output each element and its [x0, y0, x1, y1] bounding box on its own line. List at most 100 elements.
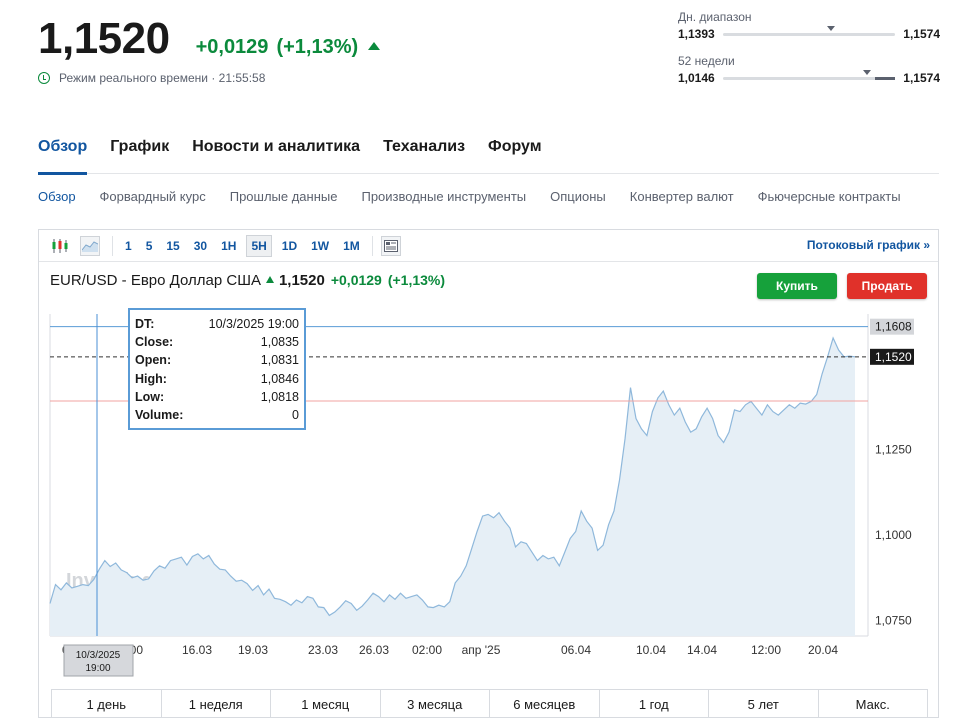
x-tick-label: 14.04: [687, 643, 717, 657]
streaming-chart-link[interactable]: Потоковый график »: [806, 238, 930, 252]
sub-tabs: Обзор Форвардный курс Прошлые данные Про…: [38, 189, 925, 204]
toolbar-divider: [112, 235, 113, 256]
price-chart[interactable]: Investing.com1,16081,15201,07501,10001,1…: [39, 230, 938, 689]
price-area: [50, 338, 855, 636]
price-line: [49, 336, 856, 617]
clock-icon: [38, 72, 50, 84]
crosshair-date-tag: [63, 644, 134, 677]
week52-range-high: 1,1574: [903, 71, 940, 85]
subtab-historical-data[interactable]: Прошлые данные: [229, 189, 338, 204]
main-tabs: Обзор График Новости и аналитика Теханал…: [38, 138, 939, 175]
candlestick-icon[interactable]: [50, 236, 70, 256]
price-change: +0,0129: [195, 36, 269, 58]
chart-quote: EUR/USD - Евро Доллар США 1,1520 +0,0129…: [50, 272, 445, 289]
period-1-month[interactable]: 1 месяц: [271, 690, 381, 718]
y-tick-label: 1,1000: [875, 528, 912, 542]
timeframe-1w[interactable]: 1W: [311, 238, 330, 253]
period-6-months[interactable]: 6 месяцев: [490, 690, 600, 718]
tooltip-row: Volume: 0: [135, 408, 299, 423]
subtab-overview[interactable]: Обзор: [38, 189, 76, 204]
instrument-name: EUR/USD - Евро Доллар США: [50, 272, 261, 289]
crosshair-date: 10/3/2025: [76, 650, 121, 661]
subtab-derivatives[interactable]: Производные инструменты: [361, 189, 527, 204]
buy-button[interactable]: Купить: [757, 273, 837, 299]
timeframe-1[interactable]: 1: [125, 238, 132, 253]
subtab-forward-rates[interactable]: Форвардный курс: [99, 189, 206, 204]
chart-widget: 1 5 15 30 1H 5H 1D 1W 1M Потоковый графи…: [38, 229, 939, 718]
last-price: 1,1520: [38, 14, 170, 63]
x-tick-label: 10.04: [636, 643, 666, 657]
x-tick-label: 02:00: [412, 643, 442, 657]
x-tick-label: 19.03: [238, 643, 268, 657]
high-value-tag: [870, 318, 914, 335]
period-max[interactable]: Макс.: [855, 697, 890, 712]
period-3-months[interactable]: 3 месяца: [381, 690, 490, 718]
x-tick-label: 06.04: [561, 643, 591, 657]
period-1-year[interactable]: 1 год: [600, 690, 709, 718]
toolbar-divider: [371, 235, 373, 256]
week52-range-low: 1,0146: [678, 71, 715, 85]
y-tick-label: 1,0750: [875, 614, 912, 628]
tooltip-row: Low: 1,0818: [135, 389, 299, 404]
subtab-options[interactable]: Опционы: [550, 189, 606, 204]
up-arrow-icon: [368, 42, 381, 50]
chart-price-change: +0,0129: [330, 272, 382, 288]
timeframe-1d[interactable]: 1D: [281, 238, 298, 253]
y-tick-label: 1,1250: [875, 442, 912, 456]
tooltip-row: High: 1,0846: [135, 371, 299, 386]
x-tick-label: апр '25: [462, 643, 501, 657]
high-value-label: 1,1608: [875, 320, 912, 334]
timeframe-1h[interactable]: 1H: [221, 238, 237, 253]
period-1-week[interactable]: 1 неделя: [162, 690, 271, 718]
week52-range-bar: [722, 69, 896, 80]
news-icon[interactable]: [380, 235, 401, 256]
day-range-high: 1,1574: [903, 27, 940, 41]
chart-toolbar: 1 5 15 30 1H 5H 1D 1W 1M Потоковый графи…: [39, 230, 938, 262]
up-arrow-icon: [265, 276, 274, 283]
tooltip-row: Close: 1,0835: [135, 335, 299, 350]
day-range-low: 1,1393: [678, 27, 715, 41]
tooltip-row: Open: 1,0831: [135, 353, 299, 368]
ohlc-tooltip: DT: 10/3/2025 19:00 Close: 1,0835 Open: 1,0…: [128, 308, 306, 430]
quote-header: 1,1520 +0,0129 (+1,13%): [38, 14, 381, 64]
day-range: Дн. диапазон 1,1393 1,1574: [678, 10, 940, 41]
current-price-label: 1,1520: [875, 350, 912, 364]
tab-overview[interactable]: Обзор: [38, 138, 88, 175]
timeframe-1m[interactable]: 1M: [343, 238, 360, 253]
sell-button[interactable]: Продать: [847, 273, 927, 299]
chart-last-price: 1,1520: [278, 272, 325, 289]
timeframe-5h[interactable]: 5H: [246, 234, 272, 257]
tooltip-row: DT: 10/3/2025 19:00: [135, 317, 299, 331]
x-tick-label: 20.04: [808, 643, 838, 657]
subtab-currency-converter[interactable]: Конвертер валют: [629, 189, 734, 204]
tab-forum[interactable]: Форум: [488, 138, 542, 155]
price-change-percent: (+1,13%): [276, 36, 359, 58]
day-range-bar: [722, 25, 896, 36]
period-1-day[interactable]: 1 день: [52, 690, 162, 718]
x-tick-label: 16.03: [182, 643, 212, 657]
tab-news[interactable]: Новости и аналитика: [192, 138, 361, 155]
x-tick-label: 23.03: [308, 643, 338, 657]
x-tick-label: 26.03: [359, 643, 389, 657]
tab-chart[interactable]: График: [110, 138, 170, 155]
week52-range-fill: [875, 76, 896, 80]
week52-range: 52 недели 1,0146 1,1574: [678, 54, 940, 85]
crosshair-time: 19:00: [85, 663, 110, 674]
tab-technical[interactable]: Теханализ: [383, 138, 466, 155]
day-range-marker: [826, 25, 835, 31]
subtab-futures[interactable]: Фьючерсные контракты: [757, 189, 901, 204]
period-5-years[interactable]: 5 лет: [709, 690, 819, 718]
timeframe-30[interactable]: 30: [193, 238, 208, 253]
chart-price-change-percent: (+1,13%): [387, 272, 446, 288]
timeframe-5[interactable]: 5: [145, 238, 153, 253]
area-chart-icon[interactable]: [80, 235, 100, 256]
realtime-status: Режим реального времени · 21:55:58: [38, 71, 265, 85]
day-range-label: Дн. диапазон: [678, 10, 752, 24]
timeframe-15[interactable]: 15: [166, 238, 180, 253]
week52-range-label: 52 недели: [678, 54, 735, 68]
realtime-label: Режим реального времени · 21:55:58: [59, 71, 266, 85]
week52-range-marker: [862, 69, 871, 75]
current-price-tag: [870, 348, 914, 365]
x-tick-label: 12:00: [751, 643, 781, 657]
period-selector: 1 день 1 неделя 1 месяц 3 месяца 6 месяц…: [51, 689, 928, 718]
